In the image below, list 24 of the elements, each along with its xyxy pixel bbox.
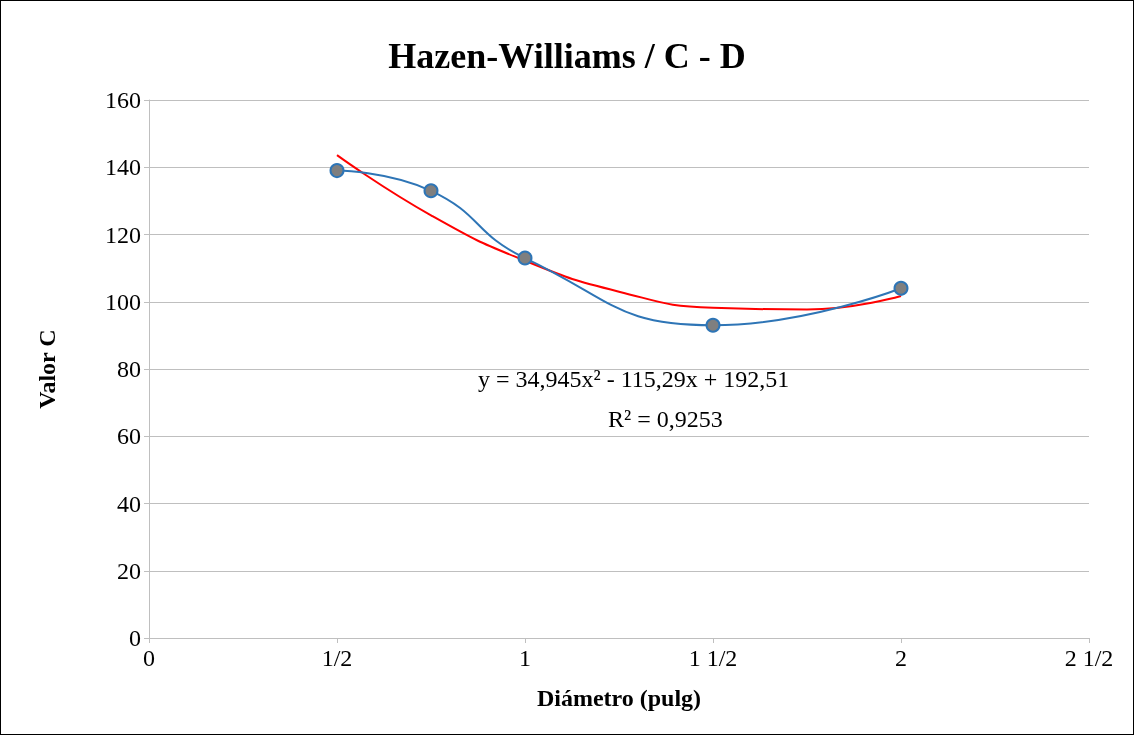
y-tick-label: 20 (117, 557, 141, 584)
y-axis-title: Valor C (34, 329, 60, 409)
y-tick-label: 100 (105, 288, 141, 315)
point (705, 317, 721, 333)
y-tick-label: 80 (117, 356, 141, 382)
x-tick-label: 1 (519, 645, 531, 671)
x-tick-label: 2 1/2 (1064, 645, 1114, 671)
point (517, 250, 533, 266)
x-tick-label: 2 (895, 645, 907, 671)
y-tick-label: 40 (117, 490, 141, 517)
y-tick-label: 140 (105, 154, 141, 181)
y-tick-label: 60 (117, 423, 141, 450)
x-axis-title: Diámetro (pulg) (536, 685, 702, 711)
x-tick-label: 1/2 (321, 645, 353, 671)
annotation: y = 34,945x² - 115,29x + 192,51 (478, 366, 790, 392)
annotation: R² = 0,9253 (608, 406, 723, 432)
point (893, 280, 909, 296)
y-tick-label: 160 (105, 87, 141, 113)
y-tick-label: 0 (129, 625, 141, 651)
chart-title: Hazen-Williams / C - D (388, 36, 746, 76)
point (329, 163, 345, 179)
x-tick-label: 1 1/2 (688, 645, 738, 671)
point (423, 183, 439, 199)
y-tick-label: 120 (105, 221, 141, 248)
